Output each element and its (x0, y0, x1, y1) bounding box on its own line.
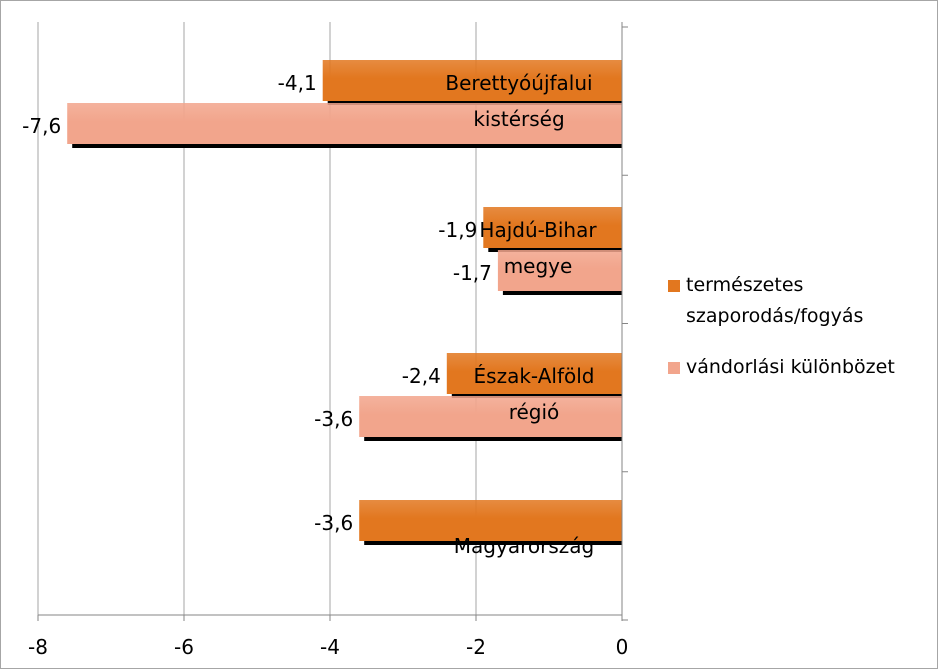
category-label: kistérség (473, 107, 564, 131)
legend-label: vándorlási különbözet (686, 356, 895, 378)
bar-shadow (327, 100, 622, 105)
category-label: megye (504, 254, 573, 278)
data-label: -4,1 (278, 71, 317, 95)
category-labels: Berettyóújfalui kistérség Hajdú-Bihar megye… (445, 71, 597, 558)
bar (497, 250, 622, 291)
bar (67, 103, 622, 144)
category-label: régió (509, 400, 560, 424)
bar (483, 207, 622, 248)
bar-shadow (488, 247, 622, 252)
bar (446, 353, 622, 394)
data-label: -1,9 (438, 218, 477, 242)
x-tick-label: -4 (320, 635, 340, 659)
bar-shadow (451, 393, 622, 398)
legend: természetes szaporodás/fogyás vándorlási… (668, 270, 936, 403)
legend-label: természetes szaporodás/fogyás (686, 274, 864, 327)
x-tick-labels: -8 -6 -4 -2 0 (28, 635, 628, 659)
bar-shadow (364, 436, 622, 441)
bar (359, 500, 622, 541)
bar-shadow (72, 143, 622, 148)
category-label: Hajdú-Bihar (479, 218, 597, 242)
category-label: Berettyóújfalui (445, 71, 592, 95)
bar (359, 396, 622, 437)
data-label: -1,7 (453, 261, 492, 285)
category-label: Magyarország (454, 534, 594, 558)
bars (67, 60, 622, 545)
data-label: -3,6 (314, 511, 353, 535)
legend-swatch (668, 362, 680, 374)
data-label: -3,6 (314, 407, 353, 431)
x-tick-label: -8 (28, 635, 48, 659)
bar-shadow (364, 540, 622, 545)
value-labels: -4,1 -7,6 -1,9 -1,7 -2,4 -3,6 -3,6 (22, 71, 492, 535)
x-tick-label: 0 (616, 635, 629, 659)
legend-item-natural-change: természetes szaporodás/fogyás (668, 270, 936, 332)
bar (322, 60, 622, 101)
data-label: -2,4 (402, 364, 441, 388)
x-tick-label: -2 (466, 635, 486, 659)
x-tick-label: -6 (174, 635, 194, 659)
legend-item-migration-balance: vándorlási különbözet (668, 352, 936, 383)
legend-swatch (668, 280, 680, 292)
bar-shadow (502, 290, 622, 295)
data-label: -7,6 (22, 114, 61, 138)
axes (37, 22, 628, 621)
category-label: Észak-Alföld (474, 364, 595, 388)
